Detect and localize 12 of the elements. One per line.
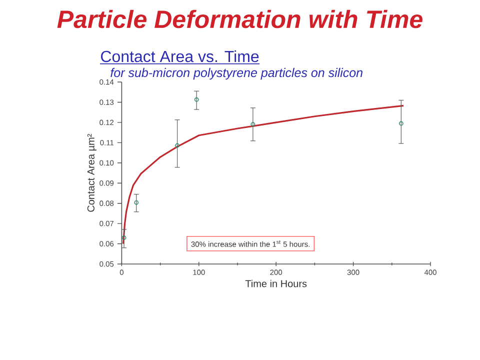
text: for sub-micron polystyrene particles on silicon [110, 68, 362, 80]
chart-subtitle: Contact Area vs. Time [101, 50, 259, 62]
point [194, 97, 199, 102]
line-series [122, 104, 404, 245]
x-axis-title: Time in Hours [245, 280, 307, 288]
point [250, 122, 256, 126]
y-axis-title: Contact Area µm² [87, 134, 96, 212]
point [175, 143, 180, 148]
point [398, 121, 404, 126]
chart-title: Particle Deformation with Time [57, 10, 422, 28]
point [134, 200, 139, 205]
point [122, 236, 126, 240]
